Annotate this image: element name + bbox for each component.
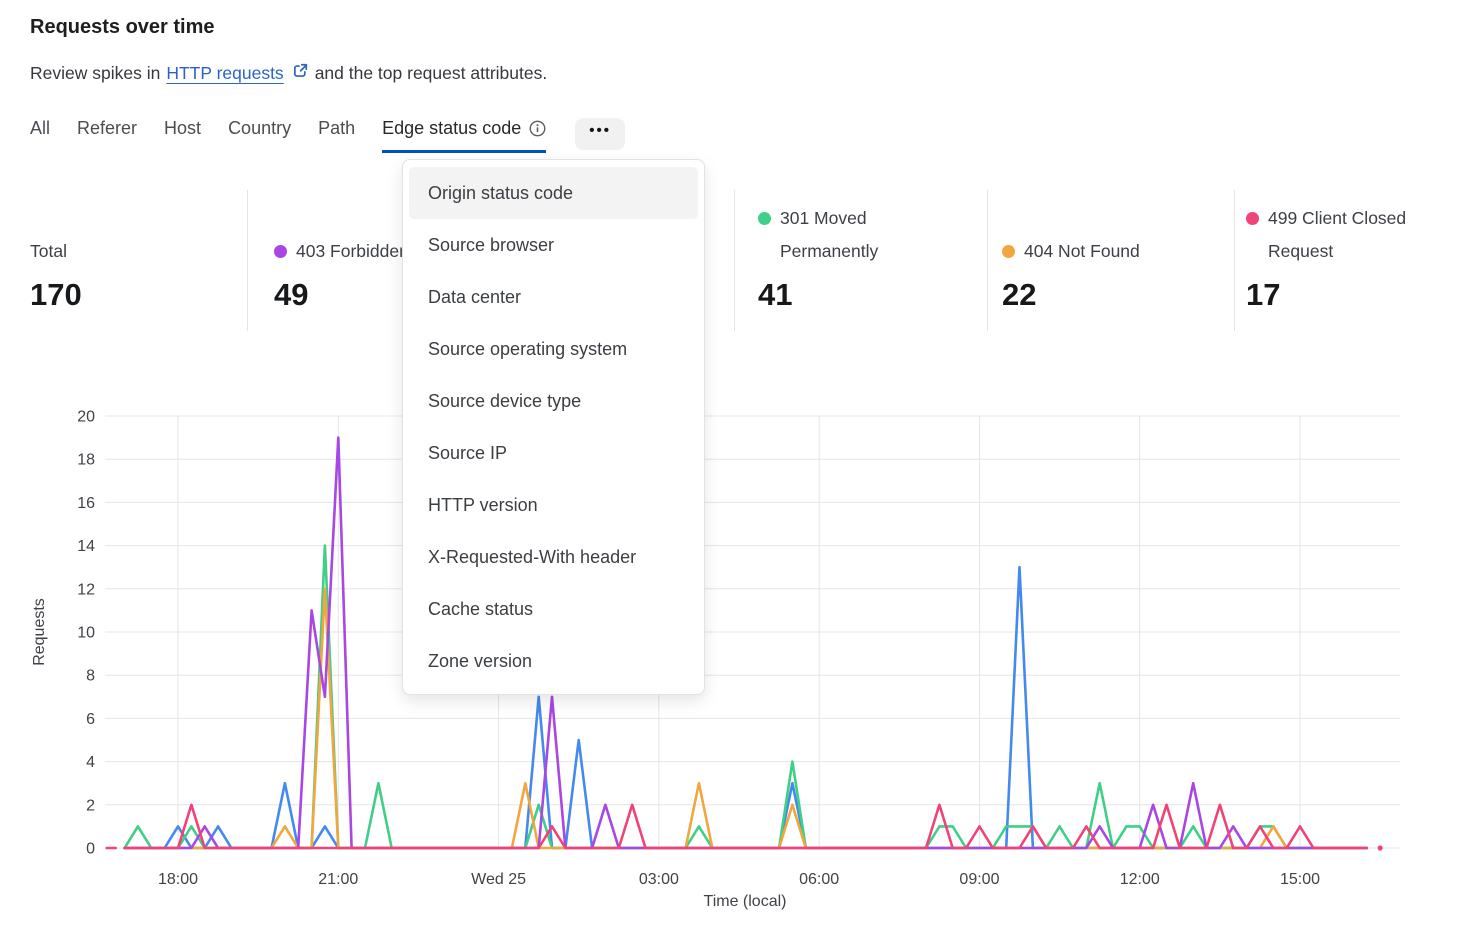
svg-text:Wed 25: Wed 25 [471, 871, 526, 888]
menu-item-http-version[interactable]: HTTP version [428, 494, 538, 515]
svg-text:20: 20 [77, 409, 95, 426]
tab-label: Host [164, 118, 202, 138]
stat-total: Total 170 [30, 196, 200, 312]
tab-label: All [30, 118, 51, 138]
svg-text:21:00: 21:00 [318, 871, 358, 888]
subtitle-prefix: Review spikes in [30, 62, 161, 83]
stat-label-text: 499 Client Closed Request [1268, 208, 1407, 261]
stat-divider [734, 190, 735, 331]
menu-item-x-requested-with-header[interactable]: X-Requested-With header [428, 546, 637, 567]
page-title: Requests over time [30, 16, 215, 38]
stat-label: 403 Forbidden [274, 235, 439, 268]
stat-value: 17 [1246, 277, 1281, 312]
series-color-dot [1246, 212, 1259, 225]
svg-text:12: 12 [77, 581, 95, 598]
http-requests-link[interactable]: HTTP requests [166, 62, 284, 83]
attribute-tabs: All Referer Host Country Path Edge status cod… [30, 118, 625, 153]
attribute-dropdown-menu: Origin status code Source browser Data cen… [402, 159, 705, 695]
subtitle-suffix: and the top request attributes. [314, 62, 548, 83]
stat-499-client-closed-request: 499 Client Closed Request 17 [1246, 196, 1431, 312]
tab-host[interactable]: Host [164, 118, 201, 150]
stat-value: 49 [274, 277, 309, 312]
svg-text:14: 14 [77, 538, 95, 555]
stat-label: 301 Moved Permanently [758, 202, 923, 268]
stat-label-text: 403 Forbidden [296, 241, 409, 261]
menu-item-origin-status-code[interactable]: Origin status code [409, 167, 698, 219]
stat-label-text: 404 Not Found [1024, 241, 1140, 261]
menu-item-source-operating-system[interactable]: Source operating system [428, 338, 628, 359]
svg-text:16: 16 [77, 495, 95, 512]
svg-text:8: 8 [86, 668, 95, 685]
stat-value: 22 [1002, 277, 1037, 312]
svg-text:03:00: 03:00 [639, 871, 679, 888]
svg-text:06:00: 06:00 [799, 871, 839, 888]
tab-edge-status-code[interactable]: Edge status code [382, 118, 547, 153]
svg-text:Requests: Requests [31, 598, 48, 666]
info-icon[interactable] [529, 120, 546, 137]
stat-label: 404 Not Found [1002, 235, 1217, 268]
svg-text:18:00: 18:00 [158, 871, 198, 888]
svg-text:Time (local): Time (local) [704, 893, 787, 910]
tab-label: Country [228, 118, 292, 138]
series-color-dot [758, 212, 771, 225]
stat-label: 499 Client Closed Request [1246, 202, 1431, 268]
stat-403-forbidden: 403 Forbidden 49 [274, 196, 439, 312]
stats-row: Total 170 403 Forbidden 49 301 Moved Permane… [0, 188, 1458, 333]
series-color-dot [274, 245, 287, 258]
stat-label-text: 301 Moved Permanently [780, 208, 879, 261]
menu-item-source-ip[interactable]: Source IP [428, 442, 508, 463]
stat-value: 170 [30, 277, 82, 312]
svg-text:15:00: 15:00 [1280, 871, 1320, 888]
svg-text:09:00: 09:00 [959, 871, 999, 888]
menu-item-data-center[interactable]: Data center [428, 286, 522, 307]
tab-referer[interactable]: Referer [77, 118, 137, 150]
tab-label: Path [318, 118, 356, 138]
menu-item-cache-status[interactable]: Cache status [428, 598, 534, 619]
external-link-icon[interactable] [292, 62, 309, 84]
svg-text:4: 4 [86, 754, 95, 771]
menu-item-source-device-type[interactable]: Source device type [428, 390, 582, 411]
svg-text:10: 10 [77, 625, 95, 642]
svg-text:2: 2 [86, 797, 95, 814]
stat-301-moved-permanently: 301 Moved Permanently 41 [758, 196, 923, 312]
svg-text:12:00: 12:00 [1120, 871, 1160, 888]
menu-item-zone-version[interactable]: Zone version [428, 650, 533, 671]
stat-label: Total [30, 235, 200, 268]
stat-divider [1234, 190, 1235, 331]
stat-value: 41 [758, 277, 793, 312]
stat-label-text: Total [30, 241, 67, 261]
stat-divider [247, 190, 248, 331]
svg-text:6: 6 [86, 711, 95, 728]
series-color-dot [1002, 245, 1015, 258]
stat-divider [987, 190, 988, 331]
tab-label: Referer [77, 118, 138, 138]
svg-text:0: 0 [86, 841, 95, 858]
page-subtitle: Review spikes in HTTP requests and the t… [30, 62, 547, 84]
stat-404-not-found: 404 Not Found 22 [1002, 196, 1217, 312]
svg-text:18: 18 [77, 452, 95, 469]
tab-all[interactable]: All [30, 118, 50, 150]
menu-item-source-browser[interactable]: Source browser [428, 234, 555, 255]
more-attributes-button[interactable]: ••• [575, 118, 625, 150]
tab-country[interactable]: Country [228, 118, 291, 150]
tab-label: Edge status code [382, 118, 522, 138]
tab-path[interactable]: Path [318, 118, 355, 150]
